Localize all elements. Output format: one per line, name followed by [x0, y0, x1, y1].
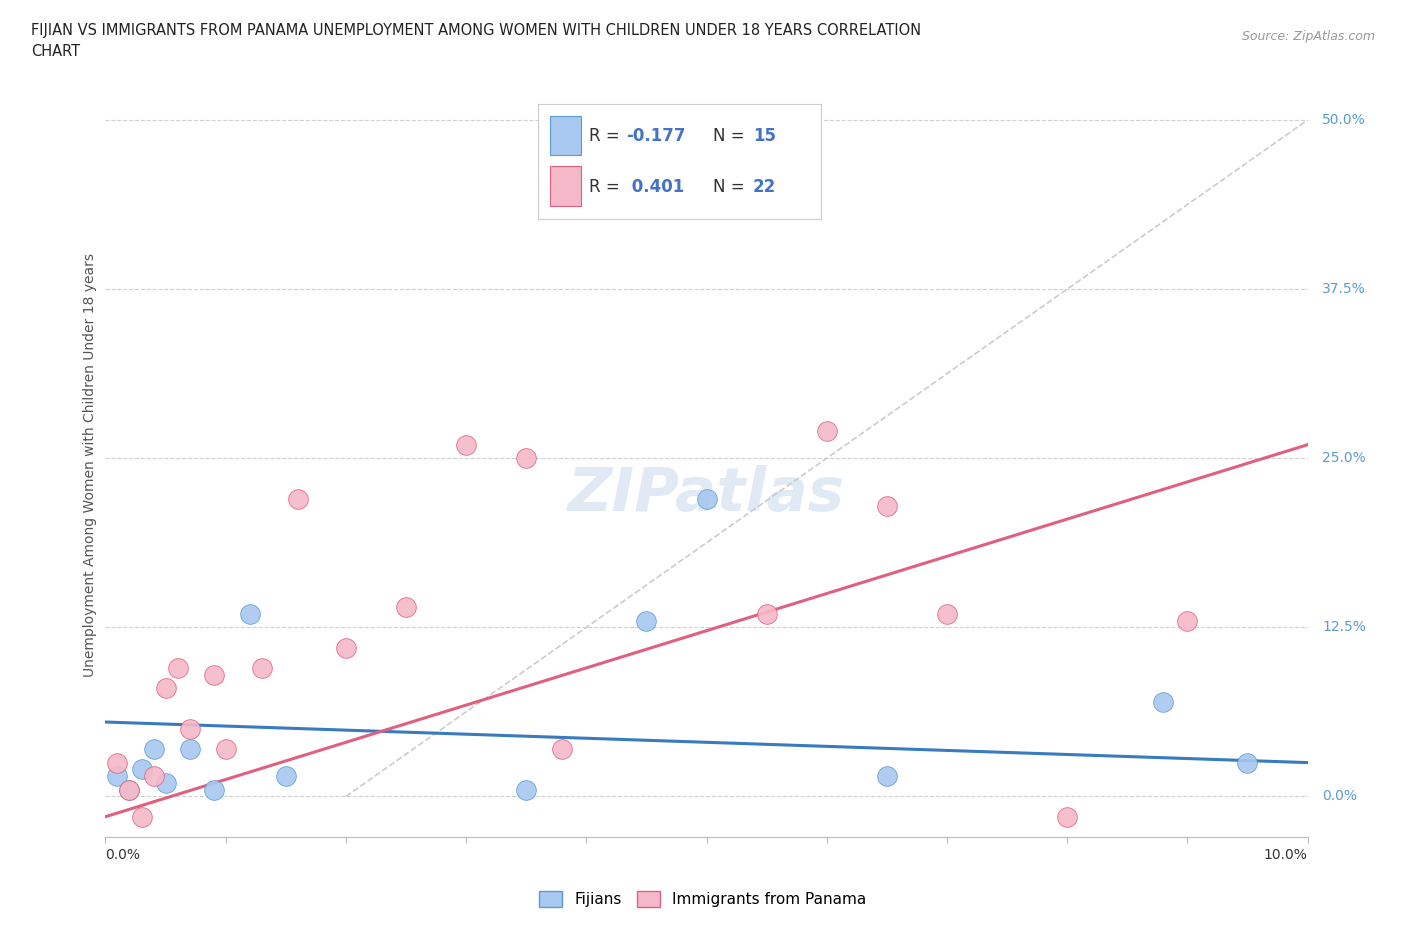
Text: N =: N = — [713, 179, 745, 196]
Point — [1175, 613, 1198, 628]
Text: FIJIAN VS IMMIGRANTS FROM PANAMA UNEMPLOYMENT AMONG WOMEN WITH CHILDREN UNDER 18: FIJIAN VS IMMIGRANTS FROM PANAMA UNEMPLO… — [31, 23, 921, 60]
Text: R =: R = — [589, 127, 620, 145]
Point — [202, 667, 225, 682]
Point — [515, 782, 537, 797]
Point — [155, 681, 177, 696]
Point — [179, 741, 201, 756]
Y-axis label: Unemployment Among Women with Children Under 18 years: Unemployment Among Women with Children U… — [83, 253, 97, 677]
Text: 10.0%: 10.0% — [1264, 848, 1308, 862]
Point — [1236, 755, 1258, 770]
Point — [118, 782, 141, 797]
Point — [179, 722, 201, 737]
Point — [456, 437, 478, 452]
Bar — [550, 166, 581, 206]
Point — [876, 498, 898, 513]
Point — [335, 640, 357, 655]
Point — [250, 660, 273, 675]
Point — [155, 776, 177, 790]
Point — [118, 782, 141, 797]
Text: 0.401: 0.401 — [626, 179, 685, 196]
Legend: Fijians, Immigrants from Panama: Fijians, Immigrants from Panama — [533, 884, 873, 913]
Text: 37.5%: 37.5% — [1322, 282, 1365, 296]
Point — [395, 600, 418, 615]
Bar — [550, 115, 581, 155]
Text: Source: ZipAtlas.com: Source: ZipAtlas.com — [1241, 30, 1375, 43]
Text: 0.0%: 0.0% — [1322, 790, 1357, 804]
Text: R =: R = — [589, 179, 620, 196]
Point — [274, 769, 297, 784]
Point — [142, 741, 165, 756]
Text: 22: 22 — [754, 179, 776, 196]
Point — [214, 741, 236, 756]
Point — [239, 606, 262, 621]
Point — [1056, 809, 1078, 824]
Point — [696, 491, 718, 506]
Point — [142, 769, 165, 784]
Point — [131, 762, 153, 777]
Point — [755, 606, 778, 621]
Text: 0.0%: 0.0% — [105, 848, 141, 862]
Point — [202, 782, 225, 797]
Point — [107, 769, 129, 784]
Point — [107, 755, 129, 770]
Text: N =: N = — [713, 127, 745, 145]
Point — [166, 660, 188, 675]
Point — [131, 809, 153, 824]
Text: -0.177: -0.177 — [626, 127, 685, 145]
Point — [936, 606, 959, 621]
Text: 25.0%: 25.0% — [1322, 451, 1365, 465]
Point — [815, 424, 838, 439]
Point — [876, 769, 898, 784]
Point — [636, 613, 658, 628]
Point — [551, 741, 574, 756]
Text: 50.0%: 50.0% — [1322, 113, 1365, 127]
Point — [287, 491, 309, 506]
Point — [515, 451, 537, 466]
Text: 15: 15 — [754, 127, 776, 145]
Point — [1152, 695, 1174, 710]
Text: 12.5%: 12.5% — [1322, 620, 1365, 634]
Text: ZIPatlas: ZIPatlas — [568, 465, 845, 525]
